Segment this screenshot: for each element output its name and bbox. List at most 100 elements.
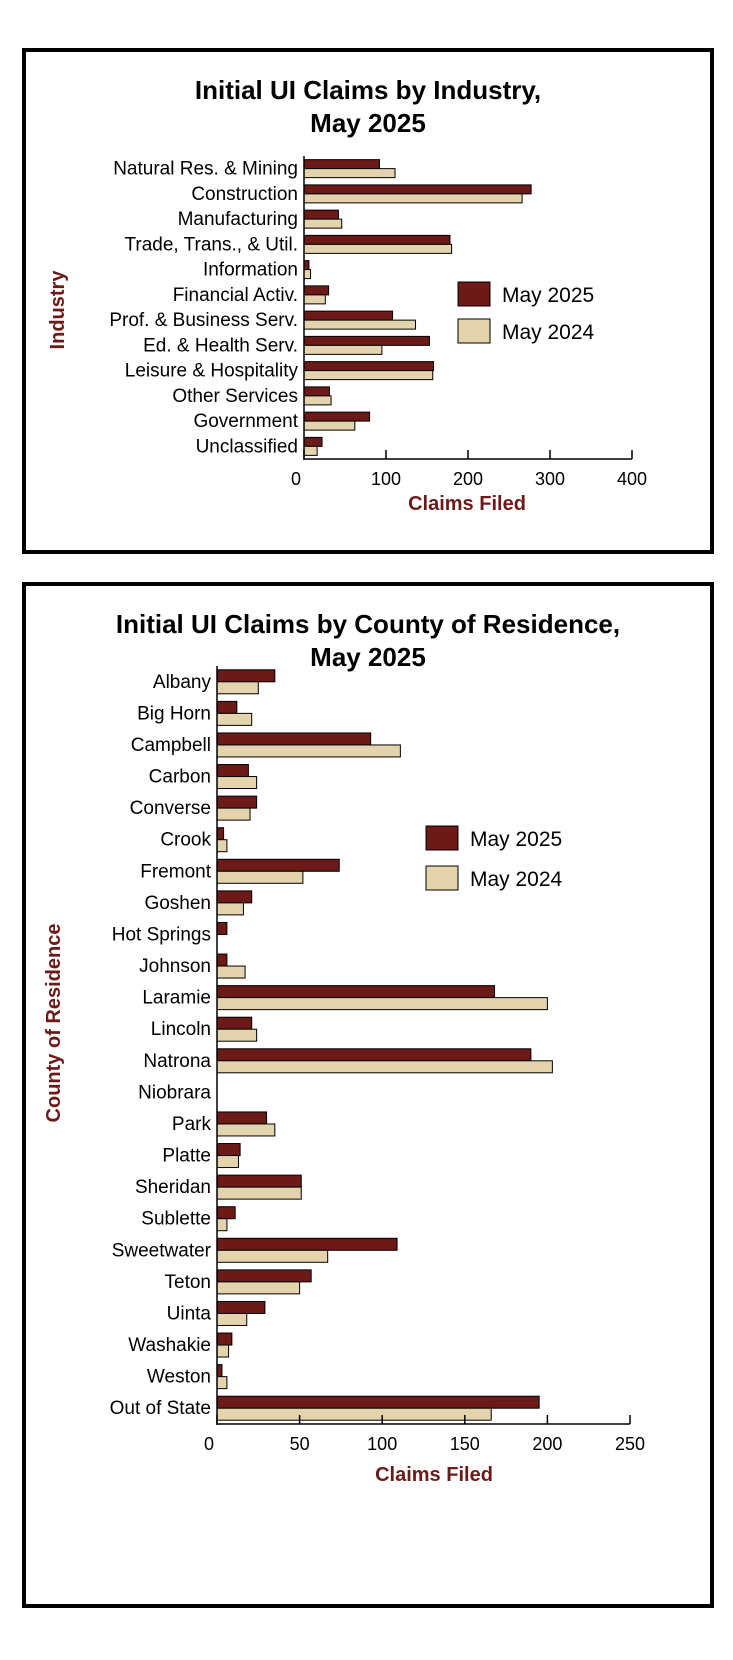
county-category-label: Uinta: [167, 1303, 212, 1324]
county-bar-current: [216, 669, 276, 683]
county-bar-prior: [216, 681, 259, 695]
industry-x-tick-label: 0: [291, 469, 301, 489]
industry-bar-current: [303, 361, 435, 372]
industry-bar-current: [303, 436, 323, 447]
county-category-label: Converse: [130, 798, 211, 819]
industry-legend-swatch-prior: [457, 318, 491, 344]
county-bar-current: [216, 858, 340, 872]
county-x-tick-label: 0: [204, 1434, 214, 1454]
industry-bar-prior: [303, 168, 396, 179]
county-bar-current: [216, 985, 496, 999]
industry-legend-label-current: May 2025: [502, 284, 594, 307]
industry-category-label: Trade, Trans., & Util.: [124, 234, 298, 255]
industry-bar-prior: [303, 269, 312, 280]
county-bar-prior: [216, 1155, 239, 1169]
county-category-label: Crook: [160, 830, 211, 851]
industry-bar-current: [303, 310, 394, 321]
county-chart-title: Initial UI Claims by County of Residence…: [26, 608, 710, 674]
county-category-label: Sublette: [141, 1209, 211, 1230]
county-bar-prior: [216, 1344, 230, 1358]
county-bar-prior: [216, 1312, 248, 1326]
county-chart-title-line-1: Initial UI Claims by County of Residence…: [115, 609, 621, 639]
industry-category-label: Government: [193, 411, 298, 432]
industry-bar-chart: Natural Res. & Mining Construction Manufac…: [47, 156, 647, 515]
county-category-label: Johnson: [139, 956, 211, 977]
county-bar-prior: [216, 807, 251, 821]
county-x-tick-label: 200: [532, 1434, 562, 1454]
county-bar-prior: [216, 997, 548, 1011]
county-bar-prior: [216, 870, 304, 884]
county-bar-prior: [216, 1218, 228, 1232]
county-bar-current: [216, 1048, 532, 1062]
industry-x-tick-label: 100: [371, 469, 401, 489]
county-category-label: Carbon: [149, 767, 211, 788]
county-bar-prior: [216, 1249, 329, 1263]
industry-bar-prior: [303, 193, 523, 204]
county-bar-prior: [216, 1407, 492, 1421]
industry-category-label: Ed. & Health Serv.: [143, 335, 298, 356]
county-legend-swatch-prior: [425, 865, 459, 891]
industry-bar-prior: [303, 218, 343, 229]
county-x-tick-label: 150: [450, 1434, 480, 1454]
industry-x-axis-title: Claims Filed: [408, 493, 526, 515]
industry-category-label: Unclassified: [196, 436, 298, 457]
industry-bar-prior: [303, 370, 434, 381]
county-bar-current: [216, 1206, 236, 1220]
county-bar-prior: [216, 744, 401, 758]
county-bar-current: [216, 1143, 241, 1157]
industry-bar-current: [303, 234, 451, 245]
county-bar-chart: Albany Big Horn Campbell Carbon Converse Croo…: [43, 666, 645, 1486]
county-legend-swatch-current: [425, 825, 459, 851]
county-y-axis-title: County of Residence: [43, 924, 65, 1123]
industry-legend-swatch-current: [457, 281, 491, 307]
county-bar-current: [216, 764, 249, 778]
county-bar-current: [216, 700, 238, 714]
county-legend-label-prior: May 2024: [470, 868, 563, 891]
industry-bar-current: [303, 159, 380, 170]
county-legend-label-current: May 2025: [470, 828, 562, 851]
county-category-label: Laramie: [142, 988, 211, 1009]
industry-bar-current: [303, 335, 430, 346]
county-bar-current: [216, 732, 372, 746]
county-bar-prior: [216, 902, 244, 916]
industry-bar-prior: [303, 445, 318, 456]
county-bar-prior: [216, 1123, 276, 1137]
industry-bar-current: [303, 411, 371, 422]
industry-bar-prior: [303, 344, 383, 355]
industry-bar-prior: [303, 294, 326, 305]
county-bar-current: [216, 1332, 233, 1346]
industry-bar-prior: [303, 420, 356, 431]
industry-category-label: Prof. & Business Serv.: [109, 310, 298, 331]
county-category-label: Washakie: [128, 1335, 211, 1356]
county-bar-prior: [216, 1376, 228, 1390]
industry-category-label: Manufacturing: [178, 209, 298, 230]
industry-bar-prior: [303, 319, 417, 330]
county-category-label: Park: [172, 1114, 212, 1135]
county-bar-current: [216, 1016, 253, 1030]
county-category-label: Lincoln: [151, 1019, 211, 1040]
county-bar-prior: [216, 839, 228, 853]
county-bar-current: [216, 953, 228, 967]
county-chart-title-line-2: May 2025: [310, 642, 426, 672]
county-category-label: Big Horn: [137, 703, 211, 724]
county-bar-prior: [216, 1281, 301, 1295]
county-bar-current: [216, 827, 225, 841]
county-category-label: Natrona: [143, 1051, 211, 1072]
county-bar-prior: [216, 776, 258, 790]
county-bar-prior: [216, 1028, 258, 1042]
industry-legend-label-prior: May 2024: [502, 321, 595, 344]
county-bar-current: [216, 795, 258, 809]
industry-bar-prior: [303, 395, 332, 406]
county-category-label: Hot Springs: [112, 924, 211, 945]
county-category-label: Weston: [147, 1367, 211, 1388]
county-bar-current: [216, 1174, 302, 1188]
industry-category-label: Information: [203, 260, 298, 281]
industry-bar-current: [303, 184, 532, 195]
county-bar-current: [216, 1237, 398, 1251]
county-x-tick-label: 50: [290, 1434, 310, 1454]
industry-category-label: Financial Activ.: [173, 285, 298, 306]
county-bar-prior: [216, 1186, 302, 1200]
county-bar-current: [216, 1269, 312, 1283]
county-category-label: Fremont: [140, 861, 211, 882]
industry-x-tick-label: 200: [453, 469, 483, 489]
